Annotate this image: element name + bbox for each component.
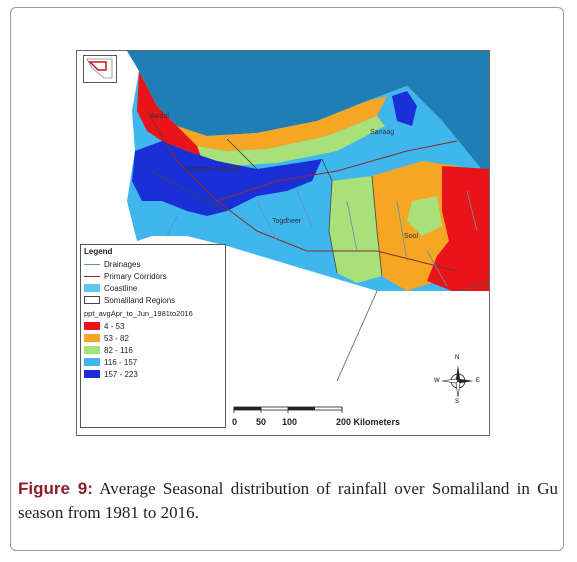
figure-caption: Figure 9: Average Seasonal distribution … <box>18 477 558 525</box>
sea <box>127 51 489 179</box>
scale-tick-50: 50 <box>256 417 267 427</box>
legend-class-2: 53 - 82 <box>84 332 222 344</box>
locator-svg <box>86 58 113 79</box>
map-svg <box>127 51 489 382</box>
legend-item-regions: Somaliland Regions <box>84 294 222 306</box>
figure-caption-text: Average Seasonal distribution of rainfal… <box>18 479 558 522</box>
class-1-swatch <box>84 322 100 330</box>
legend-label-corridors: Primary Corridors <box>104 271 167 281</box>
darkblue-band <box>132 141 322 216</box>
label-sanaag: Sanaag <box>370 129 395 136</box>
legend-class-1: 4 - 53 <box>84 320 222 332</box>
class-4-swatch <box>84 358 100 366</box>
scale-bar: 0 50 100 200 Kilometers <box>232 405 400 431</box>
label-sool: Sool <box>404 233 419 240</box>
compass-e: E <box>476 378 481 384</box>
class-2-swatch <box>84 334 100 342</box>
drainages <box>166 190 478 287</box>
label-awdal: Awdal <box>150 113 169 120</box>
legend-class-3-label: 82 - 116 <box>104 345 133 355</box>
legend-item-drainages: Drainages <box>84 258 222 270</box>
regions-symbol <box>84 296 100 304</box>
green-east <box>329 176 382 283</box>
legend-item-coastline: Coastline <box>84 282 222 294</box>
darkblue-ne <box>392 91 417 126</box>
compass-rose <box>441 365 474 398</box>
compass-s: S <box>455 399 460 405</box>
scale-tick-0: 0 <box>232 417 238 427</box>
legend-label-drainages: Drainages <box>104 259 141 269</box>
label-togdheer: Togdheer <box>272 218 302 225</box>
scale-tick-100: 100 <box>282 417 298 427</box>
legend-class-4: 116 - 157 <box>84 356 222 368</box>
green-coast <box>197 116 385 166</box>
legend-class-2-label: 53 - 82 <box>104 333 129 343</box>
legend-class-5: 157 - 223 <box>84 368 222 380</box>
outer-boundary <box>336 281 489 382</box>
north-arrow-icon: N S W E <box>434 355 481 405</box>
legend-label-regions: Somaliland Regions <box>104 295 176 305</box>
legend-class-4-label: 116 - 157 <box>104 357 138 367</box>
class-5-swatch <box>84 370 100 378</box>
class-3-swatch <box>84 346 100 354</box>
corridors <box>146 110 458 272</box>
coastline-symbol <box>84 284 100 292</box>
map-legend: Legend Drainages Primary Corridors Coast… <box>80 244 226 428</box>
orange-coast <box>177 96 387 151</box>
legend-class-3: 82 - 116 <box>84 344 222 356</box>
legend-raster-title: ppt_avgApr_to_Jun_1981to2016 <box>84 309 193 318</box>
compass-w: W <box>434 378 440 384</box>
corridor-line-symbol <box>84 272 100 280</box>
legend-class-1-label: 4 - 53 <box>104 321 125 331</box>
compass-n: N <box>455 355 460 361</box>
legend-class-5-label: 157 - 223 <box>104 369 138 379</box>
scale-tick-200: 200 Kilometers <box>336 417 401 427</box>
legend-label-coastline: Coastline <box>104 283 138 293</box>
red-east <box>427 166 489 291</box>
scale-bar-graphic <box>233 406 343 413</box>
region-borders <box>151 138 383 277</box>
locator-inset <box>83 55 117 83</box>
legend-title: Legend <box>84 247 113 256</box>
green-pocket <box>407 196 442 236</box>
legend-item-corridors: Primary Corridors <box>84 270 222 282</box>
drainage-line-symbol <box>84 260 100 268</box>
figure-label: Figure 9: <box>18 479 93 498</box>
label-woqooyi-galbeed: Woqooyi Galbeed <box>185 166 241 173</box>
